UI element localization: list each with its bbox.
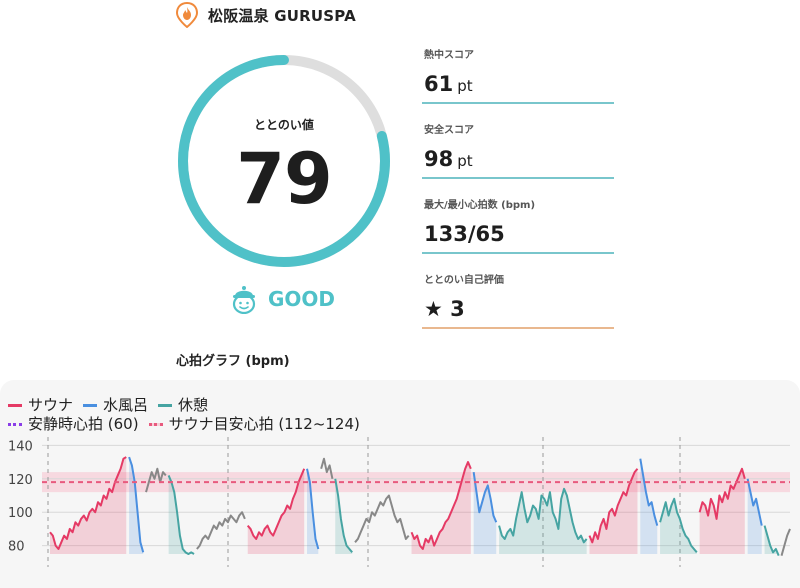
series-line-sauna <box>246 468 306 540</box>
happy-face-cap-icon <box>232 286 256 314</box>
series-area-sauna <box>699 468 745 554</box>
series-line-rest <box>167 475 195 555</box>
series-line-sauna <box>49 456 127 550</box>
gauge-ring <box>178 55 390 267</box>
series-line-water_bath <box>746 478 763 526</box>
series-area-sauna <box>411 462 471 554</box>
legend-rest: 休憩 <box>158 396 208 415</box>
y-tick-label: 120 <box>8 473 33 488</box>
graph-title: 心拍グラフ (bpm) <box>176 354 290 369</box>
heart-rate-plot: 140 120 100 80 <box>8 437 791 567</box>
metric-divider <box>422 102 614 104</box>
series-area-sauna <box>589 468 638 554</box>
metric-value: 61 pt <box>424 72 473 96</box>
series-line-sauna <box>588 468 639 544</box>
flame-pin-icon <box>176 2 198 28</box>
facility-name: 松阪温泉 GURUSPA <box>208 6 356 25</box>
series-line-idle <box>780 528 791 556</box>
metric-label: 最大/最小心拍数 (bpm) <box>424 200 536 211</box>
y-tick-label: 100 <box>8 506 33 521</box>
gauge-fill <box>178 55 390 267</box>
metric-divider <box>422 177 614 179</box>
series-area-rest <box>660 498 697 554</box>
series-line-water_bath <box>306 468 320 550</box>
series-line-water_bath <box>639 458 659 526</box>
series-line-idle <box>196 511 246 550</box>
series-area-water_bath <box>473 472 497 554</box>
graph-legend: サウナ 水風呂 休憩 安静時心拍 (60) サウナ目安心拍 (112~124) <box>8 396 370 434</box>
series-line-sauna <box>410 461 472 550</box>
metric-heat-score: 熱中スコア 61 pt <box>422 36 614 111</box>
metric-safety-score: 安全スコア 98 pt <box>422 111 614 186</box>
series-line-rest <box>659 497 698 553</box>
metric-label: ととのい自己評価 <box>424 275 504 286</box>
metric-divider <box>422 252 614 254</box>
status-text: GOOD <box>268 287 336 311</box>
series-area-rest <box>499 488 587 554</box>
series-area-rest <box>168 475 195 554</box>
series-line-water_bath <box>472 471 498 523</box>
metric-label: 安全スコア <box>424 125 474 136</box>
series-area-sauna <box>50 457 127 554</box>
y-tick-label: 80 <box>8 540 25 555</box>
metrics-panel: 熱中スコア 61 pt 安全スコア 98 pt 最大/最小心拍数 (bpm) 133… <box>422 36 614 336</box>
metric-divider <box>422 327 614 329</box>
legend-resting-hr: 安静時心拍 (60) <box>8 415 139 434</box>
legend-sauna-target-hr: サウナ目安心拍 (112~124) <box>148 415 360 434</box>
series-area-rest <box>764 525 779 556</box>
gauge-label: ととのい値 <box>254 118 314 132</box>
metric-self-rating: ととのい自己評価 ★ 3 <box>422 261 614 336</box>
series-line-idle <box>145 467 167 493</box>
series-area-sauna <box>247 468 305 554</box>
series-line-rest <box>763 525 780 557</box>
y-tick-label: 140 <box>8 439 33 454</box>
status-indicator: GOOD <box>230 284 335 314</box>
metric-value: 98 pt <box>424 147 473 171</box>
metric-max-min-hr: 最大/最小心拍数 (bpm) 133/65 <box>422 186 614 261</box>
series-line-rest <box>498 487 588 544</box>
series-area-rest <box>335 478 353 554</box>
totonoi-gauge: ととのい値 79 <box>174 50 394 275</box>
gauge-value: 79 <box>236 138 332 220</box>
facility-header: 松阪温泉 GURUSPA <box>176 0 356 30</box>
metric-label: 熱中スコア <box>424 50 474 61</box>
metric-value: 133/65 <box>424 222 505 246</box>
series-line-idle <box>354 494 410 543</box>
series-line-sauna <box>698 467 746 520</box>
series-line-rest <box>334 478 353 553</box>
metric-value: ★ 3 <box>424 297 465 321</box>
legend-sauna: サウナ <box>8 396 73 415</box>
legend-water-bath: 水風呂 <box>83 396 148 415</box>
series-line-water_bath <box>128 456 145 553</box>
series-line-idle <box>320 457 334 479</box>
